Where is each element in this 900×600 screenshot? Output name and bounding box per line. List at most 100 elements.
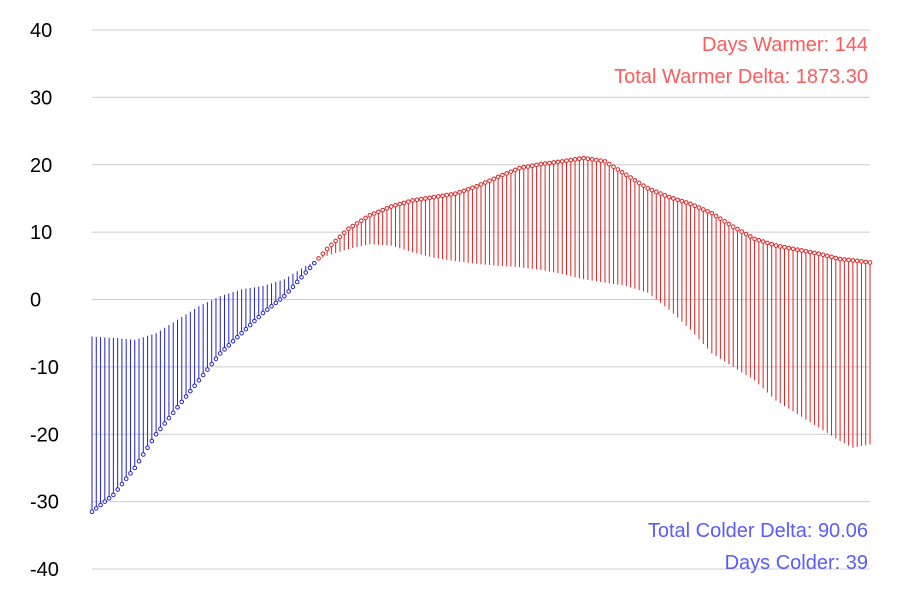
data-point (307, 265, 313, 271)
data-point (842, 257, 847, 262)
data-point (179, 399, 185, 405)
data-point (247, 322, 253, 328)
data-point (769, 241, 774, 247)
data-point (756, 237, 762, 243)
data-point (816, 251, 822, 256)
y-tick-label: -10 (30, 357, 59, 379)
data-point (158, 426, 163, 432)
data-point (726, 221, 732, 227)
y-tick-label: 20 (30, 155, 52, 177)
data-point (649, 187, 655, 193)
data-point (235, 334, 240, 340)
data-point (119, 481, 125, 487)
data-point (393, 203, 398, 208)
data-point (401, 200, 407, 206)
data-point (354, 221, 360, 226)
data-point (299, 274, 304, 280)
data-point (461, 188, 467, 194)
data-point (867, 260, 873, 265)
data-point (795, 247, 800, 252)
data-point (431, 194, 437, 200)
data-point (748, 234, 753, 239)
data-point (658, 191, 663, 196)
data-point (170, 410, 176, 415)
data-point (337, 234, 343, 240)
data-point (316, 256, 321, 261)
data-point (773, 243, 779, 248)
data-point (239, 330, 244, 336)
data-point (542, 161, 548, 166)
data-point (188, 388, 193, 394)
data-point (722, 219, 727, 224)
data-point (243, 326, 249, 332)
data-point (414, 197, 420, 203)
data-point (213, 356, 219, 362)
data-point (559, 159, 565, 164)
data-point (504, 171, 509, 176)
data-point (132, 465, 138, 471)
data-point (89, 509, 95, 515)
data-point (718, 216, 723, 221)
data-point (346, 226, 351, 232)
data-point (363, 215, 368, 221)
data-point (205, 367, 210, 372)
data-point (598, 158, 603, 164)
data-point (136, 458, 142, 464)
data-point (482, 180, 488, 185)
data-point (333, 238, 338, 244)
data-point (140, 452, 146, 457)
data-point (662, 193, 668, 198)
data-point (611, 164, 616, 170)
data-point (807, 249, 813, 255)
y-tick-label: -40 (30, 559, 59, 581)
data-point (128, 471, 133, 476)
data-point (222, 347, 227, 352)
data-point (538, 161, 544, 167)
data-point (837, 256, 843, 262)
data-point (277, 297, 283, 302)
data-point (786, 245, 792, 251)
data-point (474, 184, 480, 189)
data-point (517, 165, 522, 171)
data-point (829, 254, 834, 260)
data-point (859, 259, 864, 264)
data-point (448, 192, 454, 197)
data-point (675, 197, 680, 203)
data-point (846, 257, 851, 263)
data-point (329, 242, 334, 248)
data-point (820, 252, 826, 258)
y-tick-label: 0 (30, 290, 41, 312)
y-axis-tick-labels: 40 30 20 10 0 -10 -20 -30 -40 (30, 20, 59, 581)
data-point (93, 506, 99, 511)
data-point (529, 163, 535, 168)
data-point (260, 310, 266, 316)
data-point (470, 185, 475, 191)
data-point (512, 167, 518, 173)
data-point (594, 157, 599, 163)
data-point (812, 250, 817, 256)
data-point (282, 293, 287, 299)
data-point (111, 492, 116, 498)
data-point (226, 343, 232, 348)
data-point (478, 182, 484, 187)
data-point (440, 193, 445, 199)
data-point (619, 169, 625, 175)
data-point (200, 372, 206, 378)
data-point (525, 164, 531, 169)
data-point (166, 415, 172, 421)
data-point (320, 251, 326, 256)
y-tick-label: 30 (30, 87, 52, 109)
data-point (564, 158, 569, 164)
data-point (709, 210, 715, 216)
y-tick-label: -30 (30, 492, 59, 514)
data-point (735, 226, 740, 232)
data-point (444, 192, 450, 198)
data-point (653, 189, 659, 195)
data-point (713, 213, 719, 219)
data-point (589, 157, 595, 162)
data-point (290, 284, 296, 289)
data-point (739, 229, 745, 234)
data-point (145, 445, 150, 451)
days-colder-label: Days Colder: 39 (725, 552, 868, 574)
